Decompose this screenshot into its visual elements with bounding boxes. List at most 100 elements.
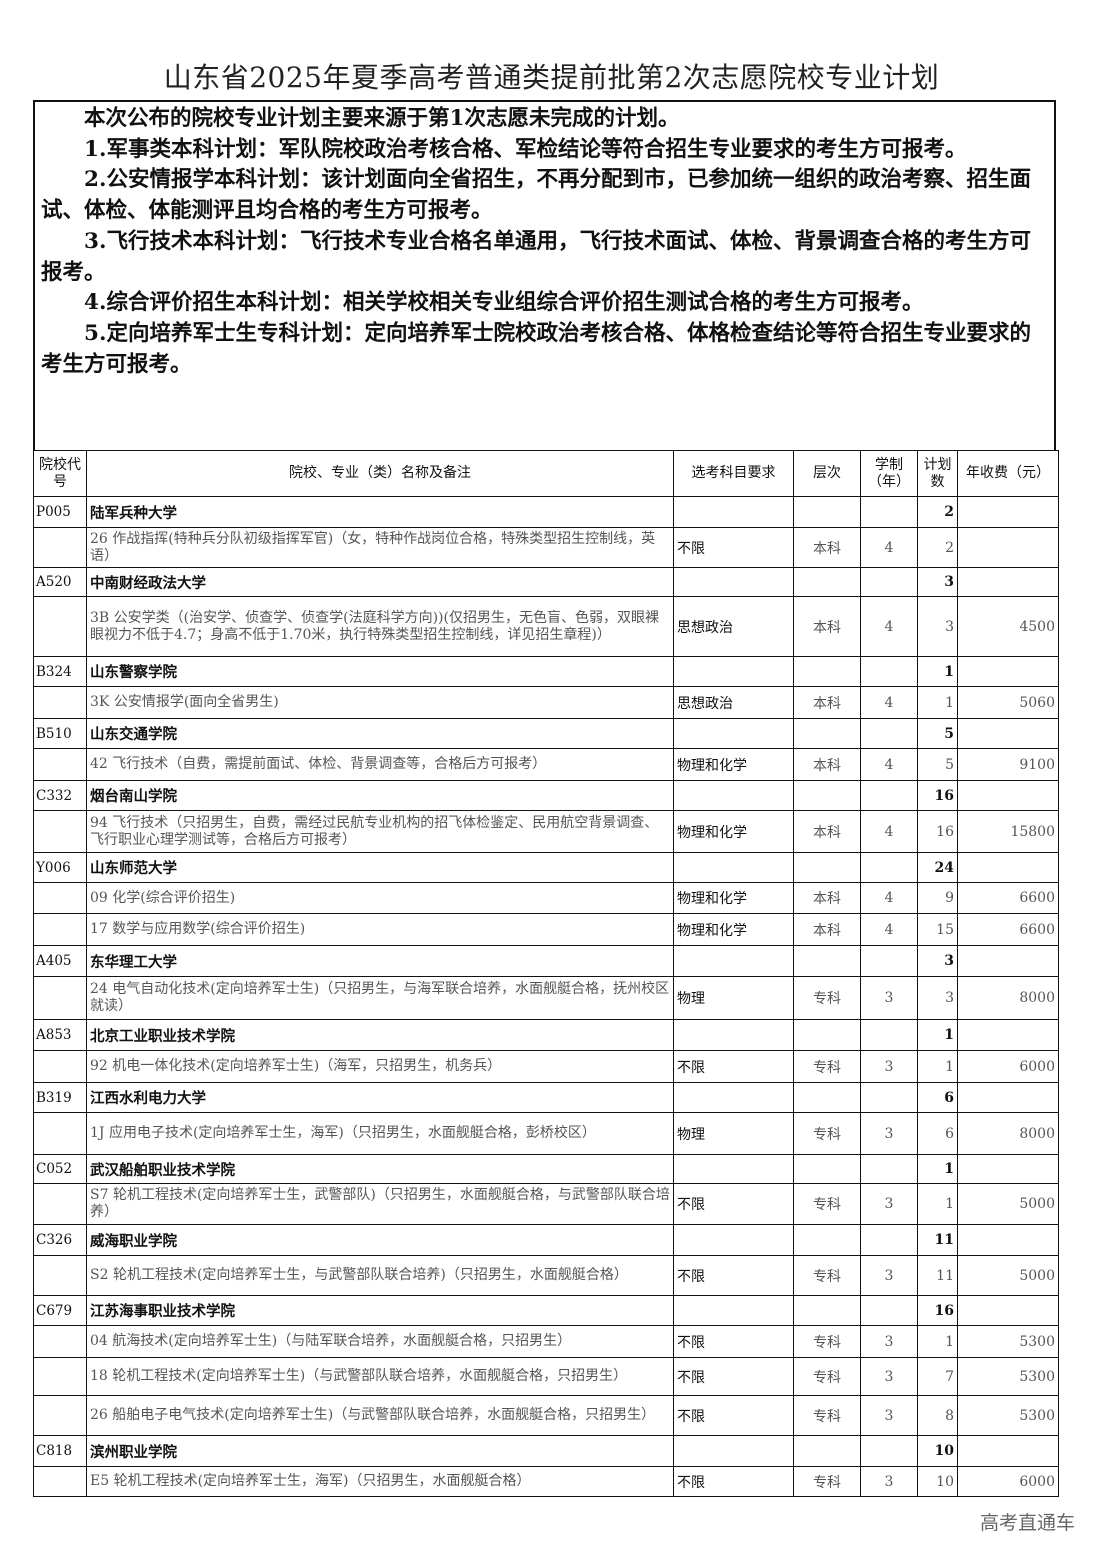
plan-table: 院校代号 院校、专业（类）名称及备注 选考科目要求 层次 学制（年） 计划数 年…	[33, 450, 1059, 1497]
plan-count: 24	[917, 852, 958, 883]
school-code: P005	[33, 496, 87, 528]
annual-fee: 8000	[957, 1112, 1059, 1155]
school-name: 山东警察学院	[86, 656, 674, 687]
subject-cell	[673, 1295, 794, 1326]
major-row: S2 轮机工程技术(定向培养军士生，与武警部队联合培养)（只招男生，水面舰艇合格…	[33, 1255, 1059, 1296]
years: 3	[860, 1325, 918, 1358]
plan-count: 11	[917, 1255, 958, 1296]
school-row: A853 北京工业职业技术学院 1	[33, 1019, 1059, 1051]
level: 专科	[793, 1112, 861, 1155]
years-cell	[860, 496, 918, 528]
level-cell	[793, 945, 861, 977]
subject-requirement: 思想政治	[673, 686, 794, 719]
level-cell	[793, 718, 861, 749]
header-level: 层次	[793, 450, 861, 497]
level-cell	[793, 780, 861, 811]
subject-cell	[673, 852, 794, 883]
fee-cell	[957, 718, 1059, 749]
intro-paragraph: 本次公布的院校专业计划主要来源于第1次志愿未完成的计划。	[84, 106, 680, 131]
level-cell	[793, 1082, 861, 1113]
level: 本科	[793, 527, 861, 568]
plan-count: 5	[917, 748, 958, 781]
annual-fee: 5000	[957, 1255, 1059, 1296]
plan-count: 3	[917, 945, 958, 977]
code-cell	[33, 1255, 87, 1296]
school-row: C679 江苏海事职业技术学院 16	[33, 1295, 1059, 1326]
subject-cell	[673, 1154, 794, 1184]
level: 专科	[793, 1325, 861, 1358]
subject-cell	[673, 1435, 794, 1467]
major-name: S7 轮机工程技术(定向培养军士生，武警部队)（只招男生，水面舰艇合格，与武警部…	[86, 1183, 674, 1225]
major-name: 42 飞行技术（自费，需提前面试、体检、背景调查等，合格后方可报考）	[86, 748, 674, 781]
subject-requirement: 不限	[673, 1183, 794, 1225]
years: 3	[860, 1255, 918, 1296]
fee-cell	[957, 567, 1059, 597]
plan-count: 7	[917, 1357, 958, 1396]
annual-fee: 5300	[957, 1395, 1059, 1436]
school-name: 东华理工大学	[86, 945, 674, 977]
subject-requirement: 不限	[673, 1255, 794, 1296]
major-row: 42 飞行技术（自费，需提前面试、体检、背景调查等，合格后方可报考） 物理和化学本…	[33, 748, 1059, 781]
code-cell	[33, 1112, 87, 1155]
fee-cell	[957, 1224, 1059, 1256]
major-name: 09 化学(综合评价招生)	[86, 882, 674, 914]
years: 3	[860, 1183, 918, 1225]
major-row: 3K 公安情报学(面向全省男生) 思想政治 本科 4 1 5060	[33, 686, 1059, 719]
plan-count: 10	[917, 1435, 958, 1467]
header-code: 院校代号	[33, 450, 87, 497]
major-name: 24 电气自动化技术(定向培养军士生)（只招男生，与海军联合培养，水面舰艇合格，…	[86, 976, 674, 1020]
plan-count: 1	[917, 686, 958, 719]
subject-requirement: 物理和化学	[673, 810, 794, 853]
annual-fee: 8000	[957, 976, 1059, 1020]
major-row: 04 航海技术(定向培养军士生)（与陆军联合培养，水面舰艇合格，只招男生） 不限专…	[33, 1325, 1059, 1358]
intro-paragraph: 5.定向培养军士生专科计划：定向培养军士院校政治考核合格、体格检查结论等符合招生…	[41, 320, 1031, 377]
school-code: B319	[33, 1082, 87, 1113]
school-row: C818 滨州职业学院 10	[33, 1435, 1059, 1467]
major-name: 17 数学与应用数学(综合评价招生)	[86, 913, 674, 946]
level: 本科	[793, 913, 861, 946]
major-name: 04 航海技术(定向培养军士生)（与陆军联合培养，水面舰艇合格，只招男生）	[86, 1325, 674, 1358]
fee-cell	[957, 852, 1059, 883]
plan-count: 1	[917, 1019, 958, 1051]
school-code: A405	[33, 945, 87, 977]
header-years: 学制（年）	[860, 450, 918, 497]
years-cell	[860, 1082, 918, 1113]
subject-requirement: 不限	[673, 1466, 794, 1497]
code-cell	[33, 810, 87, 853]
major-name: 94 飞行技术（只招男生，自费，需经过民航专业机构的招飞体检鉴定、民用航空背景调…	[86, 810, 674, 853]
table-header-row: 院校代号 院校、专业（类）名称及备注 选考科目要求 层次 学制（年） 计划数 年…	[33, 450, 1059, 497]
level: 专科	[793, 976, 861, 1020]
intro-paragraph: 4.综合评价招生本科计划：相关学校相关专业组综合评价招生测试合格的考生方可报考。	[84, 290, 924, 316]
header-plan: 计划数	[917, 450, 958, 497]
intro-paragraph: 1.军事类本科计划：军队院校政治考核合格、军检结论等符合招生专业要求的考生方可报…	[84, 136, 967, 162]
major-row: 94 飞行技术（只招男生，自费，需经过民航专业机构的招飞体检鉴定、民用航空背景调…	[33, 810, 1059, 853]
major-row: 18 轮机工程技术(定向培养军士生)（与武警部队联合培养，水面舰艇合格，只招男生…	[33, 1357, 1059, 1396]
code-cell	[33, 686, 87, 719]
years: 3	[860, 976, 918, 1020]
code-cell	[33, 1357, 87, 1396]
major-row: 26 作战指挥(特种兵分队初级指挥军官)（女，特种作战岗位合格，特殊类型招生控制…	[33, 527, 1059, 568]
plan-count: 8	[917, 1395, 958, 1436]
school-code: A853	[33, 1019, 87, 1051]
school-row: P005 陆军兵种大学 2	[33, 496, 1059, 528]
watermark: 高考直通车	[979, 1512, 1075, 1534]
plan-count: 3	[917, 567, 958, 597]
school-name: 武汉船舶职业技术学院	[86, 1154, 674, 1184]
annual-fee: 5300	[957, 1325, 1059, 1358]
school-name: 江西水利电力大学	[86, 1082, 674, 1113]
years: 3	[860, 1112, 918, 1155]
level-cell	[793, 1435, 861, 1467]
major-row: 26 船舶电子电气技术(定向培养军士生)（与武警部队联合培养，水面舰艇合格，只招…	[33, 1395, 1059, 1436]
subject-cell	[673, 780, 794, 811]
plan-count: 1	[917, 656, 958, 687]
years-cell	[860, 1295, 918, 1326]
years: 3	[860, 1395, 918, 1436]
school-name: 江苏海事职业技术学院	[86, 1295, 674, 1326]
years-cell	[860, 1435, 918, 1467]
intro-notes: 本次公布的院校专业计划主要来源于第1次志愿未完成的计划。 1.军事类本科计划：军…	[33, 100, 1056, 450]
school-row: B319 江西水利电力大学 6	[33, 1082, 1059, 1113]
years: 4	[860, 686, 918, 719]
fee-cell	[957, 1435, 1059, 1467]
plan-count: 6	[917, 1112, 958, 1155]
